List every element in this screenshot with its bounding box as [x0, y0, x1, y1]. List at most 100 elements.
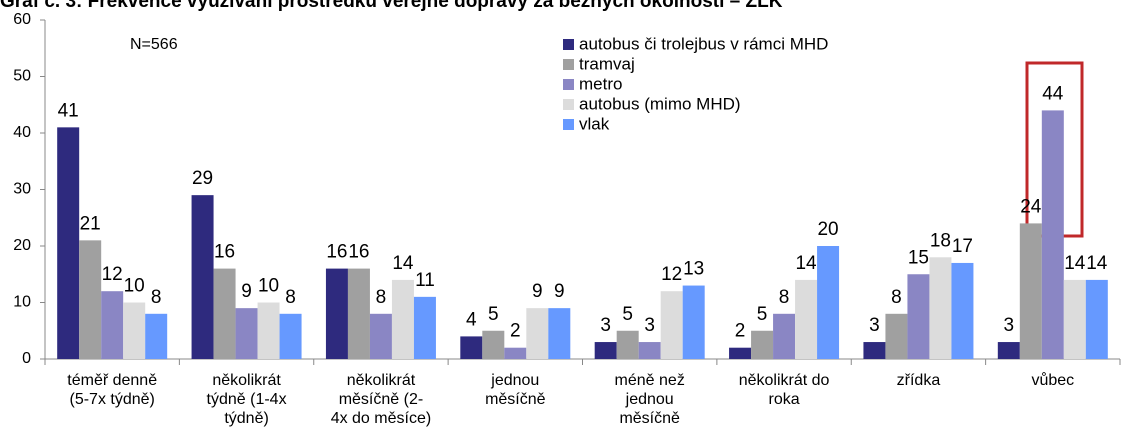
- y-tick-label: 10: [13, 294, 31, 311]
- data-label: 8: [285, 287, 296, 308]
- data-label: 10: [124, 276, 145, 297]
- x-tick-label: několikrát do roka: [739, 372, 830, 408]
- data-label: 41: [58, 100, 79, 121]
- bar: [638, 342, 661, 359]
- data-label: 3: [600, 315, 611, 336]
- legend-swatch: [563, 39, 574, 50]
- data-label: 8: [779, 287, 790, 308]
- bar: [460, 336, 483, 359]
- data-label: 14: [1064, 253, 1086, 274]
- y-tick-label: 30: [13, 181, 31, 198]
- bar: [929, 257, 952, 359]
- legend-label: tramvaj: [579, 54, 635, 73]
- x-tick-label: méně než jednou měsíčně: [615, 372, 685, 427]
- bar: [482, 330, 505, 359]
- data-label: 29: [192, 168, 213, 189]
- bar: [616, 330, 639, 359]
- data-label: 17: [952, 236, 973, 257]
- bar: [526, 308, 549, 359]
- x-tick-label: zřídka: [897, 372, 941, 389]
- bar: [235, 308, 258, 359]
- data-label: 5: [622, 304, 633, 325]
- y-tick-label: 60: [13, 11, 31, 28]
- legend-label: metro: [579, 74, 622, 93]
- bar: [279, 313, 302, 359]
- data-label: 44: [1042, 83, 1064, 104]
- bar: [660, 291, 683, 359]
- data-label: 5: [488, 304, 499, 325]
- x-tick-label: vůbec: [1031, 371, 1074, 389]
- data-label: 16: [214, 242, 235, 263]
- data-label: 3: [1004, 315, 1015, 336]
- bar: [729, 347, 752, 359]
- legend-label: vlak: [579, 114, 610, 133]
- bar: [391, 279, 414, 359]
- data-label: 14: [1086, 253, 1108, 274]
- data-label: 16: [348, 242, 369, 263]
- data-label: 2: [510, 321, 521, 342]
- x-tick-label: několikrát měsíčně (2-4x do měsíce): [331, 372, 431, 427]
- data-label: 3: [644, 315, 655, 336]
- x-tick-label: téměř denně (5-7x týdně): [67, 372, 157, 408]
- bar: [257, 302, 280, 359]
- bar: [548, 308, 571, 359]
- y-tick-label: 0: [22, 350, 31, 367]
- data-label: 14: [392, 253, 414, 274]
- data-label: 3: [869, 315, 880, 336]
- x-tick-label: jednou měsíčně: [485, 372, 546, 408]
- bar: [504, 347, 527, 359]
- bar: [1063, 279, 1086, 359]
- x-tick-label: několikrát týdně (1-4x týdně): [207, 372, 287, 427]
- bar: [997, 342, 1020, 359]
- data-label: 18: [930, 230, 951, 251]
- data-label: 9: [241, 281, 252, 302]
- data-label: 8: [376, 287, 387, 308]
- bar: [145, 313, 168, 359]
- bar: [795, 279, 818, 359]
- data-label: 11: [415, 270, 435, 291]
- bar: [191, 195, 214, 359]
- legend-swatch: [563, 59, 574, 70]
- bar: [885, 313, 908, 359]
- data-label: 5: [757, 304, 768, 325]
- data-label: 10: [258, 276, 279, 297]
- bar: [594, 342, 617, 359]
- annotation: N=566: [130, 36, 178, 53]
- data-label: 20: [817, 219, 838, 240]
- bar: [79, 240, 102, 359]
- data-label: 14: [795, 253, 817, 274]
- data-label: 4: [466, 309, 477, 330]
- legend-swatch: [563, 99, 574, 110]
- bar: [751, 330, 774, 359]
- data-label: 12: [661, 264, 682, 285]
- data-label: 24: [1020, 196, 1042, 217]
- bar: [817, 246, 840, 359]
- bar: [1085, 279, 1108, 359]
- legend-label: autobus či trolejbus v rámci MHD: [579, 34, 828, 53]
- bar: [951, 262, 974, 359]
- bar: [57, 127, 80, 359]
- data-label: 9: [554, 281, 565, 302]
- data-label: 8: [891, 287, 902, 308]
- bar: [907, 274, 930, 359]
- bar: [123, 302, 146, 359]
- bar: [101, 291, 124, 359]
- bar: [773, 313, 796, 359]
- data-label: 9: [532, 281, 543, 302]
- y-tick-label: 50: [13, 68, 31, 85]
- data-label: 8: [151, 287, 162, 308]
- bar: [325, 268, 348, 359]
- chart-title: Graf č. 3: Frekvence využívání prostředk…: [0, 0, 783, 12]
- bar: [1041, 110, 1064, 360]
- legend-swatch: [563, 119, 574, 130]
- y-tick-label: 20: [13, 237, 31, 254]
- bar: [682, 285, 705, 359]
- y-tick-label: 40: [13, 124, 31, 141]
- bar: [347, 268, 370, 359]
- data-label: 21: [80, 213, 101, 234]
- data-label: 12: [102, 264, 123, 285]
- data-label: 15: [908, 247, 929, 268]
- legend-label: autobus (mimo MHD): [579, 94, 741, 113]
- bar: [213, 268, 236, 359]
- bar: [1019, 223, 1042, 359]
